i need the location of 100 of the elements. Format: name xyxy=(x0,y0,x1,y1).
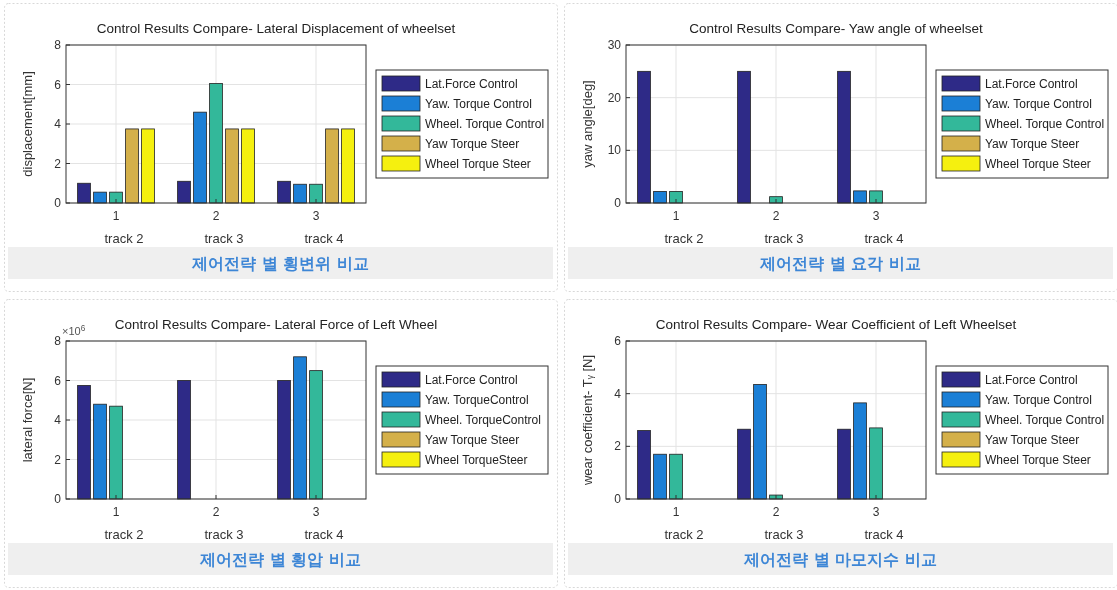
legend-label: Wheel. Torque Control xyxy=(985,117,1105,131)
bar xyxy=(177,380,191,500)
text: 제어전략 별 요각 비교 xyxy=(759,254,921,273)
text: track 4 xyxy=(864,527,904,542)
legend-label: Wheel Torque Steer xyxy=(425,157,531,171)
bar xyxy=(837,428,851,500)
y-tick-label: 8 xyxy=(54,334,62,348)
text: 제어전략 별 횡압 비교 xyxy=(199,550,361,569)
bar xyxy=(653,191,667,204)
bar xyxy=(293,356,307,500)
bar xyxy=(737,70,751,204)
bar xyxy=(109,405,123,500)
legend-label: Yaw Torque Steer xyxy=(985,433,1080,447)
bar xyxy=(325,128,339,204)
text: track 2 xyxy=(104,527,144,542)
y-tick-label: 2 xyxy=(614,439,622,454)
bar xyxy=(837,70,851,204)
text: 제어전략 별 마모지수 비교 xyxy=(743,550,937,569)
legend-label: Yaw Torque Steer xyxy=(425,433,520,447)
y-tick-label: 30 xyxy=(607,38,622,52)
bar xyxy=(277,180,291,204)
y-tick-label: 0 xyxy=(614,196,622,210)
y-tick-label: 10 xyxy=(607,143,622,158)
y-tick-label: 2 xyxy=(54,156,62,171)
bar xyxy=(341,128,355,204)
legend-label: Yaw Torque Steer xyxy=(985,137,1080,151)
text: track 2 xyxy=(664,527,704,542)
y-tick-label: 6 xyxy=(54,373,62,388)
legend-label: Wheel. Torque Control xyxy=(985,413,1105,427)
bar xyxy=(637,70,651,204)
x-tick-label: 2 xyxy=(212,505,220,519)
bar xyxy=(125,128,139,204)
bar xyxy=(241,128,255,204)
y-axis-title: wear coefficient- Tᵧ [N] xyxy=(580,354,595,487)
chart-title: Control Results Compare- Yaw angle of wheelset xyxy=(689,21,984,36)
legend-label: Yaw Torque Steer xyxy=(425,137,520,151)
bar xyxy=(209,83,223,204)
y-tick-label: 4 xyxy=(54,413,62,427)
chart-title: Control Results Compare- Lateral Force of Left Wheel xyxy=(114,317,438,332)
y-tick-label: 0 xyxy=(614,492,622,506)
legend-label: Yaw. Torque Control xyxy=(425,97,532,111)
text: ×10$^{6}$ xyxy=(62,323,86,337)
bar xyxy=(109,191,123,204)
bar xyxy=(869,427,883,500)
y-tick-label: 4 xyxy=(54,117,62,131)
y-axis-title: yaw angle[deg] xyxy=(580,80,595,168)
bar xyxy=(637,430,651,500)
y-tick-label: 2 xyxy=(54,452,62,467)
x-tick-label: 2 xyxy=(212,209,220,223)
bar xyxy=(309,183,323,204)
bar xyxy=(293,183,307,204)
legend-label: Wheel. Torque Control xyxy=(425,117,545,131)
legend-label: Wheel Torque Steer xyxy=(985,453,1091,467)
text: 제어전략 별 횡변위 비교 xyxy=(191,254,369,273)
legend-label: Yaw. Torque Control xyxy=(985,393,1092,407)
bar xyxy=(77,182,91,204)
x-tick-label: 3 xyxy=(312,209,320,223)
y-tick-label: 6 xyxy=(614,334,622,348)
bar xyxy=(753,384,767,500)
y-tick-label: 6 xyxy=(54,77,62,92)
legend-label: Lat.Force Control xyxy=(425,77,518,91)
legend-label: Yaw. TorqueControl xyxy=(425,393,529,407)
text: track 4 xyxy=(304,527,344,542)
text: track 4 xyxy=(864,231,904,246)
legend-label: Lat.Force Control xyxy=(985,77,1078,91)
bar xyxy=(853,190,867,204)
x-tick-label: 1 xyxy=(112,505,120,519)
y-tick-label: 0 xyxy=(54,492,62,506)
x-tick-label: 3 xyxy=(312,505,320,519)
chart-title: Control Results Compare- Wear Coefficient of Left Wheelset xyxy=(655,317,1017,332)
bar xyxy=(853,402,867,500)
x-tick-label: 3 xyxy=(872,209,880,223)
text: track 3 xyxy=(764,231,804,246)
text: track 3 xyxy=(764,527,804,542)
bar xyxy=(225,128,239,204)
bar xyxy=(77,385,91,500)
bar xyxy=(93,191,107,204)
bar xyxy=(653,453,667,500)
text: track 3 xyxy=(204,527,244,542)
y-tick-label: 20 xyxy=(607,90,622,105)
y-tick-label: 4 xyxy=(614,386,622,401)
chart-title: Control Results Compare- Lateral Displacement of wheelset xyxy=(96,21,456,36)
legend-label: Yaw. Torque Control xyxy=(985,97,1092,111)
y-axis-title: displacement[mm] xyxy=(20,71,35,177)
text: track 2 xyxy=(104,231,144,246)
x-tick-label: 1 xyxy=(112,209,120,223)
text: track 3 xyxy=(204,231,244,246)
y-tick-label: 8 xyxy=(54,38,62,52)
bar xyxy=(177,180,191,204)
bar xyxy=(141,128,155,204)
legend-label: Wheel. TorqueControl xyxy=(425,413,541,427)
bar xyxy=(309,370,323,500)
text: track 2 xyxy=(664,231,704,246)
y-tick-label: 0 xyxy=(54,196,62,210)
x-tick-label: 1 xyxy=(672,209,680,223)
bar xyxy=(193,111,207,204)
legend-label: Lat.Force Control xyxy=(425,373,518,387)
x-tick-label: 2 xyxy=(772,505,780,519)
legend-label: Wheel Torque Steer xyxy=(985,157,1091,171)
bar xyxy=(277,380,291,500)
